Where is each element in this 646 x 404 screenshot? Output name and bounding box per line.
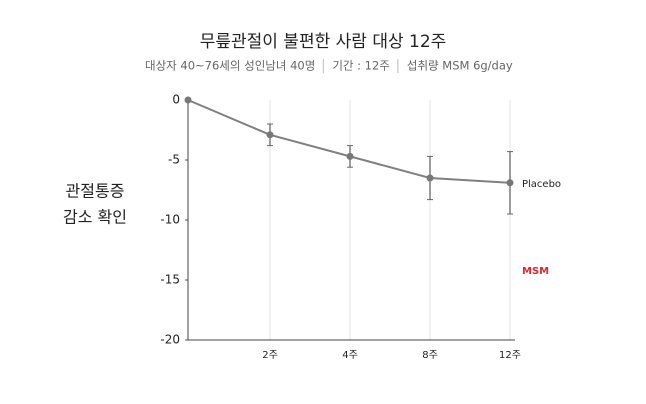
y-tick-label: -10: [160, 213, 180, 227]
y-axis-label: 감소 확인: [63, 208, 127, 227]
chart-title: 무릎관절이 불편한 사람 대상 12주: [200, 32, 447, 52]
x-tick-label: 12주: [499, 350, 521, 361]
x-tick-label: 2주: [262, 350, 278, 361]
legend-label: Placebo: [522, 179, 561, 190]
point: [506, 179, 514, 187]
point: [266, 131, 274, 139]
point: [426, 174, 434, 182]
y-tick-label: 0: [172, 93, 180, 107]
subtitle: 섭취량 MSM 6g/day: [407, 59, 513, 73]
subtitle: 대상자 40~76세의 성인남녀 40명: [145, 59, 315, 73]
y-axis-label: 관절통증: [66, 182, 125, 201]
y-tick-label: -20: [160, 333, 180, 347]
point: [346, 152, 354, 160]
legend-label: MSM: [522, 266, 549, 277]
x-tick-label: 8주: [422, 350, 438, 361]
point: [184, 96, 192, 104]
x-tick-label: 4주: [342, 350, 358, 361]
y-tick-label: -5: [168, 153, 180, 167]
y-tick-label: -15: [160, 273, 180, 287]
series-line: [187, 99, 511, 184]
subtitle: 기간 : 12주: [332, 59, 390, 73]
